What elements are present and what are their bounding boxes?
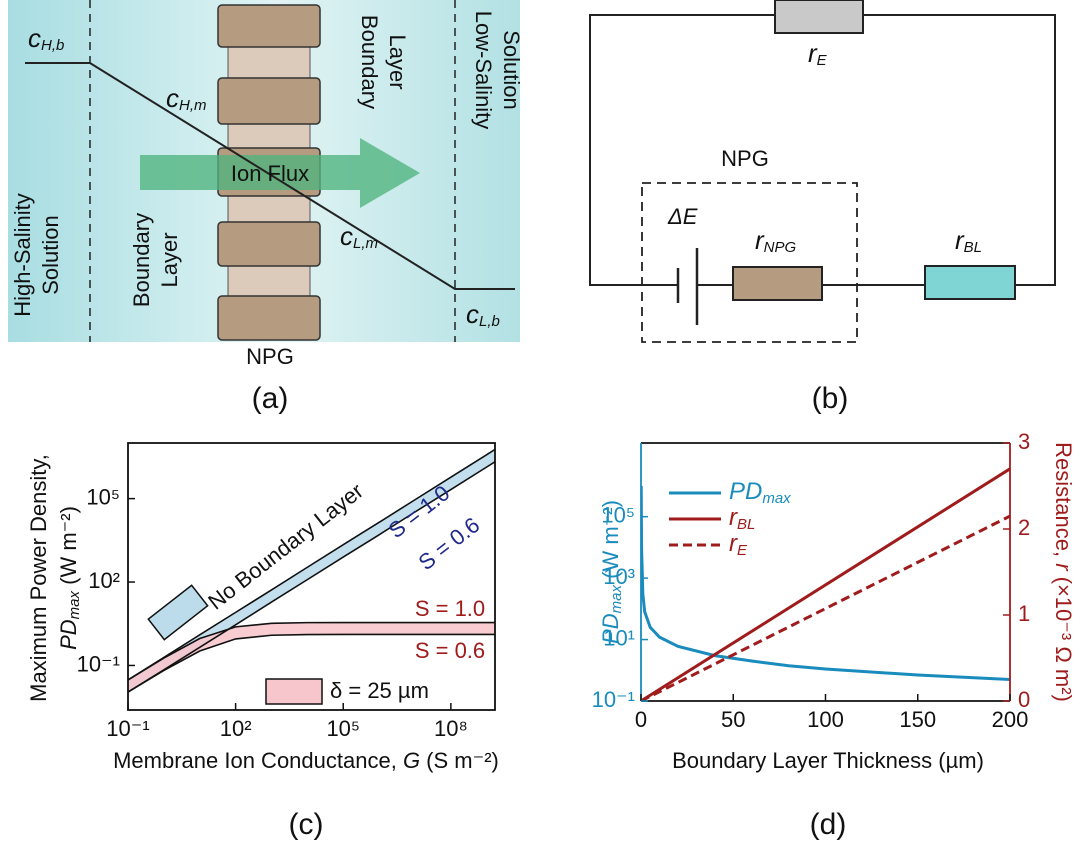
legend-sub: BL xyxy=(737,516,755,533)
plot-area xyxy=(641,467,1010,701)
flux-arrow xyxy=(140,138,420,208)
caption: (a) xyxy=(252,382,289,415)
flux-label: Ion Flux xyxy=(231,161,309,186)
x-axis-label: Boundary Layer Thickness (µm) xyxy=(672,748,984,773)
resistor-label: rNPG xyxy=(755,225,797,256)
curve xyxy=(128,633,495,693)
resistor-npg xyxy=(732,266,823,301)
line xyxy=(641,485,1010,682)
concentration-label: cH,m xyxy=(166,83,207,114)
caption: (b) xyxy=(812,382,849,415)
legend-name: r xyxy=(729,504,738,531)
caption: (d) xyxy=(810,808,847,841)
y-axis-label: PDmax (W m⁻²) xyxy=(598,500,625,644)
y-tick-label: 10² xyxy=(88,568,120,593)
panel-d-labels: PDmax (W m⁻²) Resistance, r (×10⁻³ Ω m²)… xyxy=(598,442,1076,841)
line xyxy=(641,514,1010,701)
y-tick-label: 10³ xyxy=(603,564,635,589)
x-tick-label: 10⁵ xyxy=(326,716,360,741)
npg-box xyxy=(641,182,858,343)
resistor-e xyxy=(774,0,864,34)
plot xyxy=(641,467,1010,701)
x-tick-label: 0 xyxy=(635,707,647,732)
membrane-label: NPG xyxy=(246,344,294,369)
resistor-label: rE xyxy=(808,38,828,69)
curve xyxy=(128,461,495,693)
membrane-blocks xyxy=(217,4,321,341)
region-label: Low-Salinity xyxy=(471,11,496,130)
y2-axis-label: Resistance, r (×10⁻³ Ω m²) xyxy=(1051,442,1076,702)
x-axis-label: Membrane Ion Conductance, G (S m⁻²) xyxy=(113,748,499,773)
panel-b: rE NPG ΔE rNPG rBL (b) xyxy=(589,0,1056,415)
curve-label: S = 1.0 xyxy=(415,596,485,621)
legend-label: PDmax xyxy=(729,478,791,507)
region-label: Boundary xyxy=(357,15,382,109)
region-label: Layer xyxy=(157,232,182,287)
legend-sub: max xyxy=(762,490,791,507)
x-tick-label: 100 xyxy=(807,707,844,732)
group-label: NPG xyxy=(721,146,769,171)
concentration-label: cL,b xyxy=(466,299,500,330)
region-label: Boundary xyxy=(129,213,154,307)
circuit-wire xyxy=(589,14,1056,286)
emf-label: ΔE xyxy=(667,204,698,229)
y-axis-label: Maximum Power Density, xyxy=(26,454,51,702)
y-tick-label: 10¹ xyxy=(603,625,635,650)
curve xyxy=(128,448,495,681)
y-tick-label: 10⁻¹ xyxy=(592,687,635,712)
panel-c-labels: Maximum Power Density, PDmax (W m⁻²) Mem… xyxy=(26,454,499,841)
caption: (c) xyxy=(289,808,324,841)
concentration-profile xyxy=(25,62,515,290)
curve xyxy=(128,621,495,681)
x-tick-label: 50 xyxy=(721,707,745,732)
x-tick-label: 10⁻¹ xyxy=(106,716,149,741)
legend-sub: E xyxy=(737,542,748,559)
resistor-bl xyxy=(924,265,1016,300)
concentration-label: cL,m xyxy=(340,221,378,252)
y2-tick-label: 1 xyxy=(1018,601,1030,626)
legend-label: rE xyxy=(729,530,748,559)
y2-tick-label: 2 xyxy=(1018,515,1030,540)
concentration-label: cH,b xyxy=(28,23,64,54)
band-fill xyxy=(128,622,495,693)
resistor-label: rBL xyxy=(955,225,982,256)
legend-box xyxy=(265,678,323,705)
y-tick-label: 10⁻¹ xyxy=(77,651,120,676)
legend-label: δ = 25 µm xyxy=(330,678,429,703)
y-tick-label: 10⁵ xyxy=(86,484,120,509)
region-label: Solution xyxy=(499,30,524,110)
legend-box xyxy=(147,584,209,641)
y2-tick-label: 3 xyxy=(1018,429,1030,454)
plot-area xyxy=(128,448,495,693)
y-tick-label: 10⁵ xyxy=(601,502,635,527)
legend-name: r xyxy=(729,530,738,557)
x-tick-label: 150 xyxy=(899,707,936,732)
region-label: Layer xyxy=(385,34,410,89)
x-tick-label: 10² xyxy=(220,716,252,741)
legend-name: PD xyxy=(729,478,762,505)
panel-a: cH,b cH,m cL,m cL,b High-Salinity Soluti… xyxy=(8,0,524,415)
y2-tick-label: 0 xyxy=(1018,687,1030,712)
x-tick-label: 10⁸ xyxy=(434,716,468,741)
axis-frame xyxy=(127,442,496,711)
region-label: Solution xyxy=(38,215,63,295)
region-label: High-Salinity xyxy=(10,193,35,317)
y-axis-label: PDmax (W m⁻²) xyxy=(56,506,83,650)
x-tick-label: 200 xyxy=(992,707,1029,732)
plot xyxy=(128,448,495,693)
line xyxy=(641,467,1010,701)
legend-label: rBL xyxy=(729,504,755,533)
curve-label: S = 0.6 xyxy=(415,638,485,663)
